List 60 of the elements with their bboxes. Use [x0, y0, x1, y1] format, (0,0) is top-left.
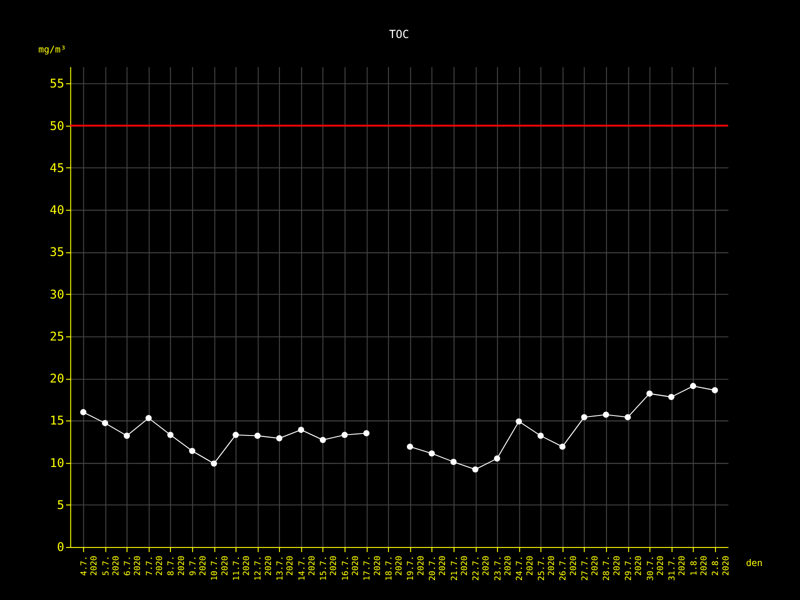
point — [516, 418, 522, 425]
x-tick-label: 31.7. 2020 — [666, 556, 687, 581]
x-tick-label: 8.7. 2020 — [166, 556, 186, 576]
x-tick-label: 14.7. 2020 — [296, 556, 316, 581]
x-tick-label: 28.7. 2020 — [601, 556, 622, 581]
chart-title: TOC — [389, 28, 410, 41]
y-tick-label: 25 — [50, 329, 64, 344]
x-tick-label: 30.7. 2020 — [644, 556, 665, 581]
x-tick-label: 13.7. 2020 — [274, 556, 295, 581]
y-tick-label: 35 — [50, 245, 64, 260]
point — [712, 387, 718, 394]
point — [668, 394, 674, 400]
x-tick-label: 26.7. 2020 — [558, 556, 578, 581]
x-tick-label: 1.8. 2020 — [688, 556, 708, 576]
y-tick-label: 40 — [50, 203, 64, 218]
y-tick-label: 20 — [50, 372, 64, 386]
y-tick-label: 15 — [50, 414, 64, 428]
y-tick-label: 30 — [50, 287, 64, 302]
point — [602, 412, 610, 418]
x-tick-label: 11.7. 2020 — [230, 556, 252, 581]
point — [472, 466, 478, 473]
x-tick-label: 19.7. 2020 — [405, 556, 426, 581]
x-tick-label: 18.7. 2020 — [383, 556, 404, 581]
x-tick-label: 9.7. 2020 — [187, 556, 208, 576]
y-tick-label: 5 — [56, 498, 64, 512]
x-tick-label: 20.7. 2020 — [426, 556, 448, 581]
x-tick-label: 24.7. 2020 — [514, 556, 534, 581]
x-tick-label: 16.7. 2020 — [340, 556, 360, 581]
x-tick-label: 15.7. 2020 — [318, 556, 338, 581]
x-tick-label: 25.7. 2020 — [536, 556, 556, 581]
x-tick-label: 7.7. 2020 — [144, 556, 164, 576]
point — [450, 458, 457, 465]
x-tick-label: 22.7. 2020 — [470, 556, 491, 581]
point — [646, 390, 653, 397]
point — [624, 414, 631, 420]
x-tick-label: 12.7. 2020 — [252, 556, 273, 581]
x-tick-label: 4.7. 2020 — [78, 556, 99, 576]
x-tick-label: 2.8. 2020 — [710, 556, 730, 576]
y-tick-label: 50 — [50, 118, 64, 133]
point — [581, 414, 588, 420]
point — [494, 455, 500, 462]
y-tick-label: 0 — [56, 540, 64, 554]
x-tick-label: 17.7. 2020 — [362, 556, 382, 581]
x-tick-label: 29.7. 2020 — [622, 556, 644, 581]
point — [406, 444, 414, 450]
point — [559, 444, 566, 450]
x-tick-label: 10.7. 2020 — [209, 556, 230, 581]
x-tick-label: 27.7. 2020 — [579, 556, 600, 581]
y-tick-label: 55 — [50, 76, 64, 91]
point — [690, 382, 696, 390]
x-tick-label: 5.7. 2020 — [100, 556, 120, 576]
x-tick-label: 6.7. 2020 — [122, 556, 142, 576]
x-tick-label: 23.7. 2020 — [492, 556, 512, 581]
x-tick-label: 21.7. 2020 — [448, 556, 469, 581]
point — [428, 450, 435, 457]
y-axis-title: mg/m³ — [38, 44, 66, 56]
y-tick-label: 45 — [50, 160, 64, 175]
point — [538, 432, 544, 439]
y-tick-label: 10 — [50, 456, 64, 470]
x-axis-title: den — [746, 558, 763, 569]
